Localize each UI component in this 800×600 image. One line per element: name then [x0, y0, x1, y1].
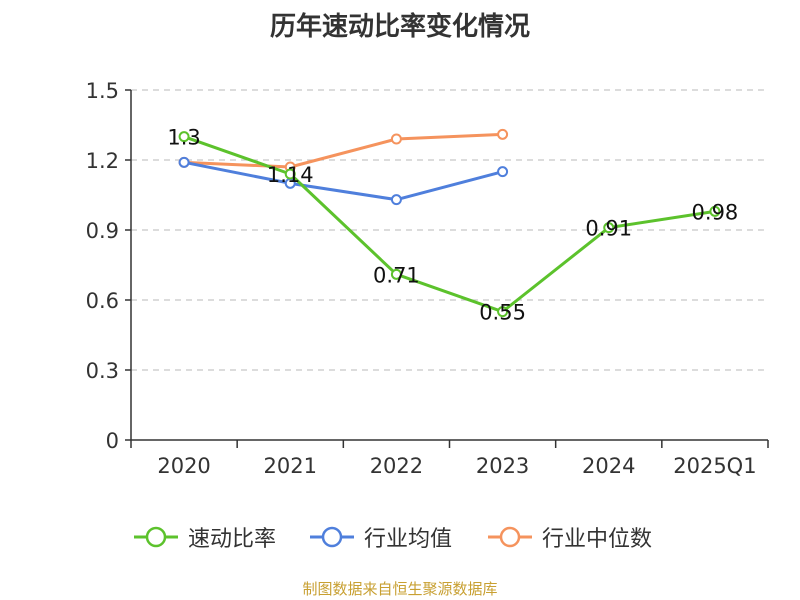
data-point [603, 222, 615, 234]
y-tick-label: 0 [106, 429, 119, 453]
data-point [390, 133, 402, 145]
x-tick-label: 2023 [476, 454, 529, 478]
series-2 [178, 128, 509, 173]
data-point [390, 268, 402, 280]
legend-label: 速动比率 [188, 527, 277, 552]
data-label: 1.3 [167, 126, 200, 150]
data-point [178, 156, 190, 168]
legend-label: 行业均值 [364, 527, 453, 552]
legend-line-marker-icon [310, 526, 354, 548]
data-point [709, 205, 721, 217]
data-label: 0.91 [585, 217, 632, 241]
data-label: 1.14 [267, 163, 314, 187]
series-1 [178, 156, 509, 206]
series-line [184, 132, 503, 169]
data-point [497, 166, 509, 178]
chart-legend: 速动比率 行业均值 行业中位数 [0, 520, 800, 554]
series-line [183, 160, 503, 202]
data-label: 0.98 [692, 200, 739, 224]
legend-item-quick-ratio[interactable]: 速动比率 [132, 520, 276, 554]
x-tick-label: 2020 [157, 454, 210, 478]
data-label: 0.71 [373, 263, 420, 287]
y-tick-label: 0.9 [86, 219, 119, 243]
chart-title: 历年速动比率变化情况 [269, 12, 530, 42]
data-point [497, 306, 509, 318]
data-point [497, 128, 509, 140]
data-point [178, 131, 190, 143]
x-tick-label: 2022 [370, 454, 423, 478]
legend-line-marker-icon [134, 526, 178, 548]
y-tick-label: 1.2 [86, 149, 119, 173]
series-line [183, 135, 716, 314]
legend-item-industry-median[interactable]: 行业中位数 [486, 520, 652, 554]
legend-label: 行业中位数 [542, 527, 653, 552]
y-tick-label: 1.5 [86, 79, 119, 103]
data-point [284, 168, 296, 180]
x-tick-label: 2024 [582, 454, 635, 478]
y-tick-label: 0.6 [86, 289, 119, 313]
series-0 [178, 131, 721, 318]
data-point [390, 194, 402, 206]
legend-item-industry-mean[interactable]: 行业均值 [308, 520, 452, 554]
y-tick-label: 0.3 [86, 359, 119, 383]
x-tick-label: 2021 [264, 454, 317, 478]
data-label: 0.55 [479, 301, 526, 325]
legend-line-marker-icon [488, 526, 532, 548]
x-tick-label: 2025Q1 [673, 454, 756, 478]
data-source-note: 制图数据来自恒生聚源数据库 [302, 580, 498, 598]
